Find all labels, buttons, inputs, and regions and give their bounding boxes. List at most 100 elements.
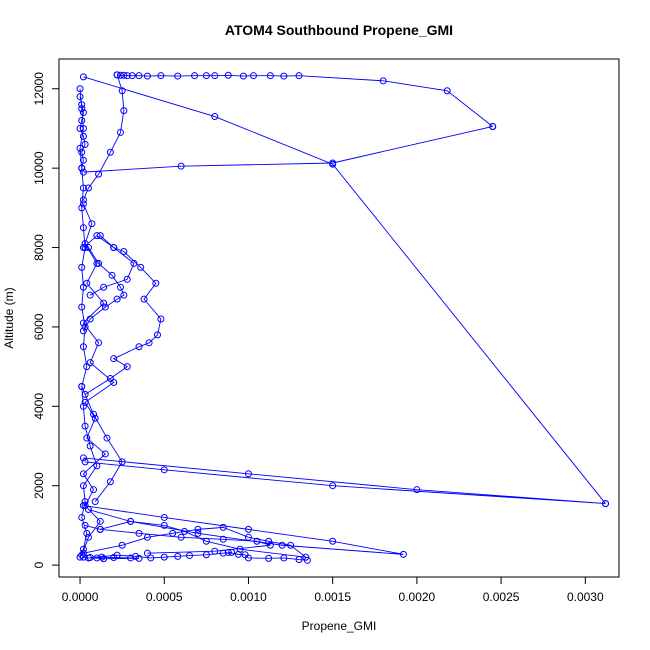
data-point bbox=[135, 72, 143, 80]
data-point bbox=[79, 184, 87, 192]
data-point bbox=[143, 72, 151, 80]
data-point bbox=[135, 554, 143, 562]
data-point bbox=[118, 541, 126, 549]
series-line bbox=[83, 76, 606, 504]
data-point bbox=[194, 525, 202, 533]
data-point bbox=[90, 410, 98, 418]
data-point bbox=[78, 117, 86, 125]
y-axis-label: Altitude (m) bbox=[2, 287, 16, 348]
data-point bbox=[101, 450, 109, 458]
x-tick-label: 0.0010 bbox=[230, 590, 267, 604]
series-line bbox=[83, 235, 135, 296]
data-point bbox=[135, 343, 143, 351]
y-tick-label: 10000 bbox=[32, 151, 46, 185]
data-point bbox=[79, 454, 87, 462]
data-point bbox=[78, 164, 86, 172]
y-tick-label: 8000 bbox=[32, 234, 46, 261]
data-point bbox=[329, 537, 337, 545]
data-point bbox=[177, 533, 185, 541]
data-point bbox=[103, 434, 111, 442]
data-point bbox=[110, 379, 118, 387]
y-tick-label: 12000 bbox=[32, 72, 46, 106]
data-point bbox=[86, 315, 94, 323]
series-line bbox=[83, 126, 493, 173]
data-point bbox=[100, 299, 108, 307]
y-tick-label: 2000 bbox=[32, 472, 46, 499]
data-point bbox=[76, 93, 84, 101]
data-point bbox=[194, 529, 202, 537]
data-point bbox=[147, 554, 155, 562]
data-point bbox=[211, 547, 219, 555]
series-line bbox=[84, 235, 162, 395]
data-point bbox=[76, 124, 84, 132]
data-point bbox=[123, 363, 131, 371]
data-point bbox=[602, 500, 610, 508]
series-line bbox=[81, 386, 123, 502]
data-point bbox=[113, 551, 121, 559]
data-point bbox=[120, 248, 128, 256]
y-tick-label: 0 bbox=[32, 561, 46, 568]
data-point bbox=[90, 486, 98, 494]
data-point bbox=[78, 513, 86, 521]
data-point bbox=[78, 551, 86, 559]
data-point bbox=[186, 552, 194, 560]
data-point bbox=[106, 148, 114, 156]
data-point bbox=[78, 101, 86, 109]
data-point bbox=[86, 359, 94, 367]
x-tick-label: 0.0000 bbox=[62, 590, 99, 604]
data-point bbox=[79, 168, 87, 176]
data-point bbox=[83, 363, 91, 371]
data-point bbox=[83, 279, 91, 287]
data-point bbox=[78, 382, 86, 390]
data-point bbox=[174, 552, 182, 560]
data-point bbox=[120, 291, 128, 299]
data-point bbox=[489, 122, 497, 130]
chart-title: ATOM4 Southbound Propene_GMI bbox=[225, 22, 453, 38]
data-point bbox=[128, 72, 136, 80]
series-line bbox=[83, 505, 404, 555]
y-tick-label: 4000 bbox=[32, 393, 46, 420]
data-point bbox=[79, 244, 87, 252]
data-point bbox=[108, 271, 116, 279]
data-point bbox=[81, 390, 89, 398]
data-point bbox=[113, 295, 121, 303]
data-point bbox=[244, 554, 252, 562]
data-point bbox=[106, 375, 114, 383]
data-point bbox=[160, 466, 168, 474]
data-point bbox=[79, 200, 87, 208]
data-point bbox=[106, 478, 114, 486]
data-point bbox=[295, 72, 303, 80]
x-tick-label: 0.0030 bbox=[567, 590, 604, 604]
data-point bbox=[160, 521, 168, 529]
data-point bbox=[160, 553, 168, 561]
data-point bbox=[174, 72, 182, 80]
data-point bbox=[118, 87, 126, 95]
data-point bbox=[379, 77, 387, 85]
data-point bbox=[100, 283, 108, 291]
data-point bbox=[91, 498, 99, 506]
data-point bbox=[413, 486, 421, 494]
x-axis: 0.0000 0.0005 0.0010 0.0015 0.0020 0.0025 0.00… bbox=[62, 576, 604, 604]
data-point bbox=[78, 303, 86, 311]
data-point bbox=[86, 291, 94, 299]
data-point bbox=[265, 537, 273, 545]
data-point bbox=[130, 259, 138, 267]
data-point bbox=[127, 517, 135, 525]
data-point bbox=[211, 113, 219, 121]
data-point bbox=[79, 196, 87, 204]
data-point bbox=[81, 521, 89, 529]
data-point bbox=[211, 72, 219, 80]
data-point bbox=[79, 327, 87, 335]
data-point bbox=[266, 72, 274, 80]
x-tick-label: 0.0015 bbox=[314, 590, 351, 604]
data-point bbox=[79, 470, 87, 478]
data-point bbox=[79, 502, 87, 510]
data-point bbox=[79, 73, 87, 81]
data-point bbox=[76, 85, 84, 93]
series-line bbox=[83, 457, 606, 505]
data-point bbox=[399, 550, 407, 558]
series-line bbox=[83, 74, 125, 201]
data-point bbox=[239, 72, 247, 80]
data-point bbox=[224, 71, 232, 79]
data-point bbox=[84, 184, 92, 192]
